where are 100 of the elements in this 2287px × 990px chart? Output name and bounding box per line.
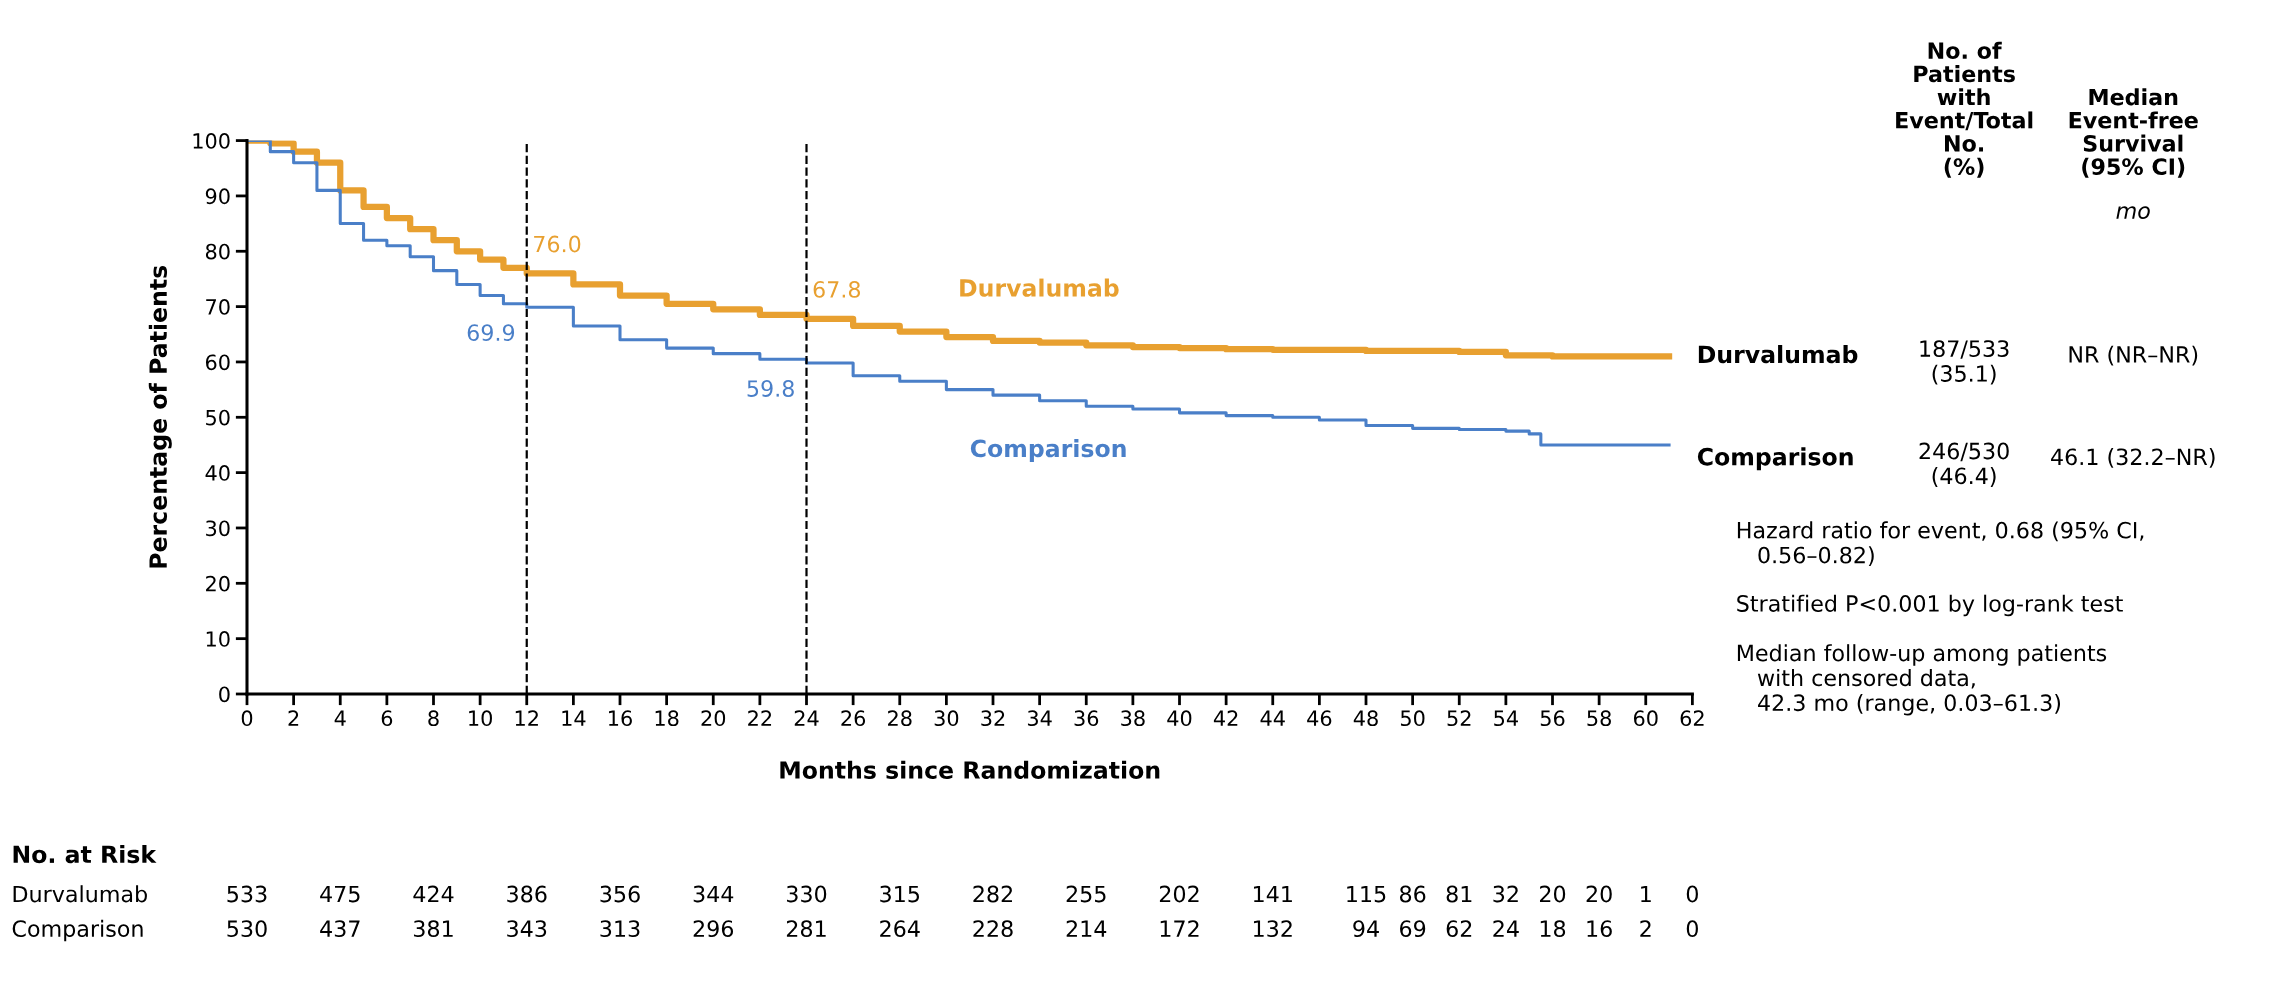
- x-tick-label: 6: [381, 710, 393, 727]
- x-tick-label: 52: [1447, 710, 1471, 727]
- data-label: 69.9: [467, 324, 515, 342]
- text: Stratified P<0.001 by log-rank test: [1737, 594, 2123, 617]
- x-axis-title: Months since Randomization: [780, 760, 1160, 779]
- text: 330: [786, 885, 827, 903]
- y-tick-label: 90: [205, 188, 230, 205]
- y-tick-label: 70: [206, 299, 230, 315]
- x-tick-label: 38: [1121, 710, 1145, 727]
- x-tick-label: 0: [241, 710, 253, 727]
- text: Durvalumab: [1698, 344, 1858, 364]
- x-tick-label: 16: [609, 710, 632, 727]
- text: Comparison: [1697, 447, 1853, 471]
- text: 0: [1686, 920, 1698, 938]
- text: 264: [880, 920, 920, 938]
- data-label: 67.8: [813, 281, 861, 298]
- x-tick-label: 50: [1400, 710, 1425, 727]
- text: 62: [1446, 920, 1472, 938]
- text: 141: [1253, 885, 1292, 903]
- text: 437: [320, 920, 360, 938]
- text: 424: [413, 885, 454, 903]
- x-tick-label: 24: [794, 710, 819, 726]
- text: 282: [973, 885, 1012, 903]
- text: mo: [2116, 206, 2150, 219]
- text: 69: [1400, 920, 1426, 938]
- x-tick-label: 2: [288, 710, 299, 726]
- x-tick-label: 18: [655, 710, 679, 727]
- text: 46.1 (32.2–NR): [2051, 448, 2215, 468]
- text: 214: [1066, 920, 1107, 937]
- x-tick-label: 32: [981, 710, 1005, 727]
- text: 356: [600, 885, 640, 903]
- text: Comparison: [12, 919, 143, 942]
- y-tick-label: 0: [219, 686, 230, 703]
- text: 172: [1160, 920, 1199, 937]
- text: 187/533 (35.1): [1920, 340, 2009, 385]
- series-label: Comparison: [970, 439, 1126, 462]
- y-tick-label: 100: [193, 133, 230, 149]
- x-tick-label: 22: [748, 710, 772, 726]
- text: NR (NR–NR): [2069, 345, 2198, 366]
- x-tick-label: 56: [1540, 710, 1565, 727]
- text: 475: [320, 885, 360, 903]
- text: 94: [1353, 920, 1379, 938]
- text: 0: [1686, 885, 1698, 903]
- text: 386: [507, 885, 547, 903]
- x-tick-label: 48: [1353, 710, 1378, 727]
- text: 315: [880, 885, 920, 903]
- text: 255: [1066, 885, 1106, 903]
- x-tick-label: 44: [1260, 710, 1285, 726]
- x-tick-label: 30: [934, 710, 959, 727]
- data-label: 76.0: [534, 235, 581, 253]
- text: 20: [1586, 885, 1612, 903]
- text: 281: [786, 920, 826, 938]
- text: 246/530 (46.4): [1919, 442, 2009, 487]
- text: 86: [1400, 885, 1426, 903]
- x-tick-label: 34: [1027, 710, 1052, 727]
- x-tick-label: 14: [562, 710, 586, 726]
- y-axis-title: Percentage of Patients: [148, 265, 172, 568]
- text: 381: [413, 920, 453, 938]
- text: 32: [1493, 885, 1518, 903]
- x-tick-label: 58: [1587, 710, 1611, 727]
- text: 81: [1446, 885, 1472, 903]
- x-tick-label: 36: [1074, 710, 1099, 727]
- text: 132: [1253, 920, 1292, 938]
- x-tick-label: 60: [1633, 710, 1658, 727]
- y-tick-label: 60: [205, 354, 230, 371]
- text: 18: [1540, 920, 1566, 938]
- text: Median Event-free Survival (95% CI): [2069, 88, 2198, 178]
- data-label: 59.8: [747, 380, 794, 397]
- text: No. at Risk: [13, 844, 157, 864]
- x-tick-label: 42: [1213, 710, 1238, 726]
- x-tick-label: 46: [1307, 710, 1332, 727]
- x-tick-label: 40: [1167, 710, 1192, 727]
- text: 530: [227, 920, 267, 938]
- x-tick-label: 4: [334, 710, 346, 726]
- x-tick-label: 54: [1494, 710, 1518, 727]
- text: 16: [1587, 920, 1612, 938]
- x-tick-label: 10: [469, 710, 492, 727]
- y-tick-label: 80: [205, 243, 230, 260]
- y-tick-label: 50: [206, 409, 230, 426]
- text: Durvalumab: [13, 885, 147, 903]
- text: 20: [1539, 885, 1566, 903]
- x-tick-label: 20: [701, 710, 726, 727]
- text: 296: [693, 920, 734, 938]
- text: 1: [1641, 885, 1651, 903]
- text: 228: [973, 920, 1013, 938]
- y-tick-label: 20: [206, 575, 230, 592]
- x-tick-label: 62: [1680, 710, 1704, 727]
- text: Median follow-up among patients with censored data, 42.3 mo (range, 0.03–61.3): [1737, 644, 2107, 716]
- text: No. of Patients with Event/Total No. (%): [1896, 41, 2033, 178]
- y-tick-label: 10: [206, 631, 230, 647]
- text: 343: [507, 920, 547, 938]
- x-tick-label: 26: [841, 710, 866, 727]
- x-tick-label: 8: [428, 710, 439, 727]
- x-tick-label: 28: [888, 710, 912, 727]
- text: 202: [1159, 885, 1199, 903]
- text: 115: [1347, 885, 1386, 903]
- text: 344: [693, 885, 734, 903]
- series-label: Durvalumab: [960, 278, 1119, 297]
- text: Hazard ratio for event, 0.68 (95% CI, 0.56–0.82): [1737, 521, 2144, 567]
- y-tick-label: 30: [206, 520, 230, 537]
